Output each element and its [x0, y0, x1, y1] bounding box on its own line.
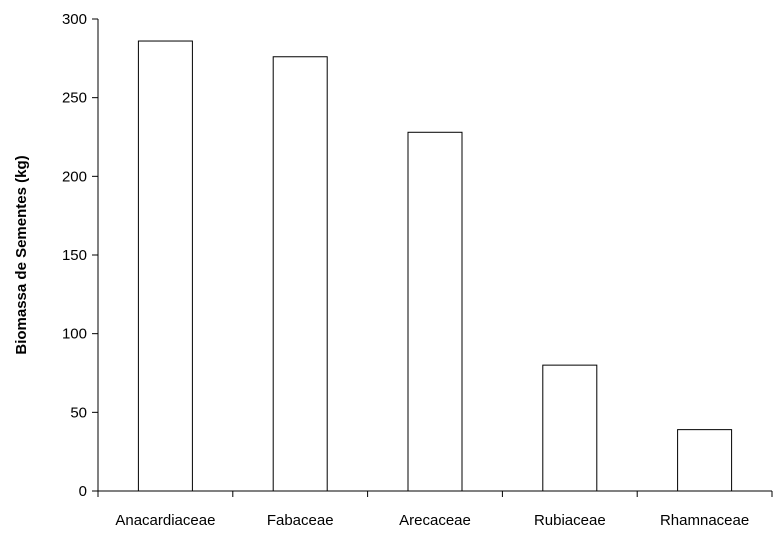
bar-arecaceae: [407, 131, 463, 492]
x-tick-label: Rubiaceae: [534, 512, 606, 529]
bar-rhamnaceae: [677, 429, 733, 492]
y-tick-label: 0: [79, 483, 87, 500]
bar-fabaceae: [272, 56, 328, 492]
x-tick-label: Fabaceae: [267, 512, 334, 529]
y-tick-label: 150: [62, 247, 87, 264]
y-axis: 0 50 100 150 200 250 300: [62, 11, 99, 500]
y-tick-label: 250: [62, 90, 87, 107]
bars-group: [137, 40, 733, 492]
y-tick-label: 50: [70, 404, 87, 421]
y-tick-label: 200: [62, 168, 87, 185]
x-axis: Anacardiaceae Fabaceae Arecaceae Rubiaceae R…: [97, 490, 773, 529]
y-tick-label: 300: [62, 11, 87, 28]
x-tick-label: Anacardiaceae: [115, 512, 215, 529]
bar-rubiaceae: [542, 364, 598, 492]
y-tick-label: 100: [62, 326, 87, 343]
x-tick-label: Arecaceae: [399, 512, 471, 529]
y-axis-title: Biomassa de Sementes (kg): [13, 155, 30, 354]
x-tick-label: Rhamnaceae: [660, 512, 749, 529]
bar-anacardiaceae: [137, 40, 193, 492]
